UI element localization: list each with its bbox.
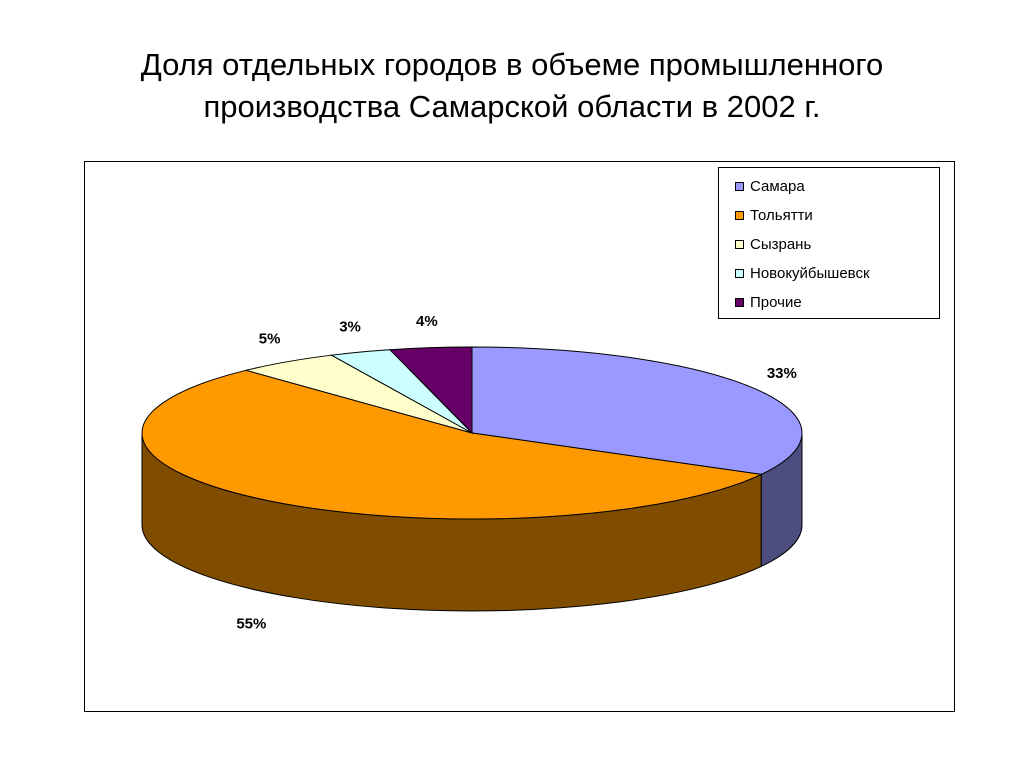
legend-label-prochie: Прочие	[750, 294, 802, 311]
data-label-novokuybyshevsk: 3%	[339, 318, 361, 335]
pie-top-faces	[141, 346, 803, 520]
chart-legend: Самара Тольятти Сызрань Новокуйбышевск П…	[718, 167, 940, 319]
legend-item-prochie: Прочие	[735, 292, 802, 314]
slide-title-line-2: производства Самарской области в 2002 г.	[203, 89, 821, 124]
legend-label-syzran: Сызрань	[750, 236, 812, 253]
data-label-syzran: 5%	[259, 331, 281, 348]
legend-swatch-syzran	[735, 240, 744, 249]
data-label-samara: 33%	[767, 365, 797, 382]
pie-slice-tolyatti	[141, 369, 763, 520]
legend-swatch-novokuybyshevsk	[735, 269, 744, 278]
legend-item-syzran: Сызрань	[735, 234, 812, 256]
pie-chart: 33% 55% 5% 3% 4%	[141, 313, 803, 632]
legend-swatch-prochie	[735, 298, 744, 307]
legend-label-tolyatti: Тольятти	[750, 207, 813, 224]
legend-label-novokuybyshevsk: Новокуйбышевск	[750, 265, 870, 282]
pie-slice-samara	[471, 346, 803, 475]
legend-item-tolyatti: Тольятти	[735, 205, 813, 227]
data-label-tolyatti: 55%	[236, 615, 266, 632]
legend-swatch-samara	[735, 182, 744, 191]
pie-side-walls	[141, 432, 803, 612]
data-label-prochie: 4%	[416, 313, 438, 330]
chart-area: 33% 55% 5% 3% 4% Самара Тольятти Сызрань Нов…	[84, 161, 955, 712]
legend-label-samara: Самара	[750, 178, 805, 195]
pie-data-labels: 33% 55% 5% 3% 4%	[236, 313, 797, 632]
legend-swatch-tolyatti	[735, 211, 744, 220]
legend-item-novokuybyshevsk: Новокуйбышевск	[735, 263, 870, 285]
legend-item-samara: Самара	[735, 176, 805, 198]
slide-title-line-1: Доля отдельных городов в объеме промышле…	[140, 47, 884, 82]
pie-slice-prochie	[388, 346, 473, 435]
slide-title: Доля отдельных городов в объеме промышле…	[0, 44, 1024, 128]
